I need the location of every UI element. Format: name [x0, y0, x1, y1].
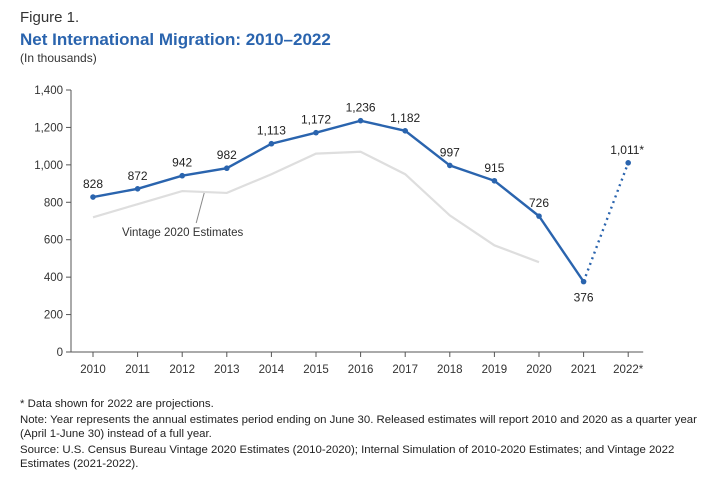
x-tick-label: 2021: [571, 364, 597, 376]
data-point: [268, 140, 275, 147]
source-note: Source: U.S. Census Bureau Vintage 2020 …: [20, 443, 675, 471]
chart-title: Net International Migration: 2010–2022: [20, 30, 331, 49]
y-tick-label: 1,000: [34, 160, 63, 172]
chart-subtitle: (In thousands): [20, 51, 97, 65]
x-tick-label: 2020: [526, 364, 552, 376]
x-tick-label: 2017: [392, 364, 418, 376]
data-label: 828: [83, 177, 103, 191]
data-point: [90, 194, 96, 200]
y-tick-label: 0: [57, 347, 63, 359]
x-tick-label: 2010: [80, 364, 106, 376]
y-tick-label: 800: [44, 197, 63, 209]
data-label: 1,113: [257, 124, 286, 138]
x-tick-label: 2013: [214, 364, 240, 376]
y-tick-label: 1,400: [34, 85, 63, 97]
data-point: [402, 127, 409, 134]
vintage-leader-line: [195, 192, 205, 224]
data-point: [179, 172, 185, 179]
x-tick-label: 2018: [437, 364, 463, 376]
data-label: 982: [217, 148, 237, 162]
x-tick-label: 2019: [482, 364, 508, 376]
data-point: [625, 159, 631, 166]
data-point: [447, 162, 453, 169]
series-label-vintage-2020: Vintage 2020 Estimates: [122, 227, 244, 239]
y-tick-label: 400: [44, 272, 63, 284]
series-line-vintage-2020: [92, 150, 540, 264]
y-tick-label: 1,200: [34, 122, 63, 134]
data-label: 915: [484, 161, 504, 175]
data-label: 872: [128, 169, 148, 183]
data-label: 1,011*: [610, 143, 644, 157]
data-label: 942: [172, 156, 192, 170]
data-point: [491, 177, 498, 184]
x-tick-label: 2016: [348, 364, 374, 376]
series-line-net-migration: [92, 119, 585, 283]
data-point: [134, 186, 141, 192]
data-point: [580, 278, 587, 285]
period-note: Note: Year represents the annual estimat…: [20, 413, 697, 441]
projection-note: * Data shown for 2022 are projections.: [20, 398, 214, 410]
chart-notes: * Data shown for 2022 are projections. N…: [20, 397, 710, 473]
data-point: [224, 165, 230, 172]
chart-data-labels: Vintage 2020 Estimates 828 872 942 982 1,113 1…: [83, 101, 644, 305]
figure-label: Figure 1.: [20, 9, 80, 26]
x-tick-label: 2011: [125, 364, 150, 376]
chart-axes: 0 200 400 600 800 1,000 1,200 1,400 2010 2011 2012…: [34, 85, 644, 376]
x-tick-label: 2022*: [613, 364, 644, 376]
chart-series: [90, 117, 631, 285]
data-label: 1,236: [346, 101, 376, 115]
data-point: [313, 129, 319, 136]
x-tick-label: 2015: [303, 364, 329, 376]
y-tick-label: 600: [44, 235, 63, 247]
series-line-projection: [582, 162, 630, 283]
data-label: 997: [440, 145, 460, 159]
x-tick-label: 2014: [259, 364, 285, 376]
data-label: 376: [574, 291, 594, 305]
data-label: 726: [529, 196, 549, 210]
data-label: 1,182: [390, 111, 420, 125]
y-tick-label: 200: [44, 310, 63, 322]
data-label: 1,172: [301, 113, 331, 127]
data-point: [357, 117, 364, 124]
data-point: [536, 213, 542, 219]
x-tick-label: 2012: [169, 364, 195, 376]
line-chart: 0 200 400 600 800 1,000 1,200 1,400 2010 2011 2012…: [34, 85, 644, 376]
